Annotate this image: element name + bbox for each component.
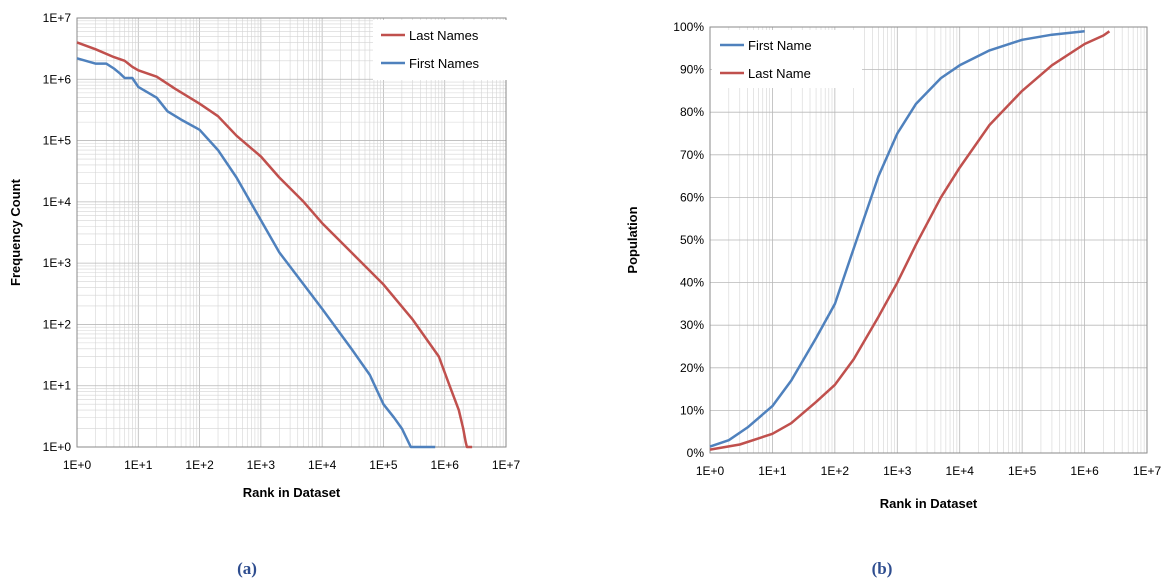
x-axis-title: Rank in Dataset bbox=[880, 496, 978, 511]
y-tick-label: 50% bbox=[680, 233, 704, 247]
x-tick-label: 1E+5 bbox=[1008, 464, 1037, 478]
series-line-first-name bbox=[709, 30, 1085, 448]
y-tick-label: 1E+4 bbox=[43, 195, 72, 209]
x-tick-label: 1E+0 bbox=[696, 464, 725, 478]
y-tick-label: 1E+7 bbox=[43, 11, 72, 25]
legend-box bbox=[373, 20, 507, 80]
legend-label-last-names: Last Names bbox=[409, 28, 479, 43]
y-axis-title: Population bbox=[625, 206, 640, 273]
caption-a: (a) bbox=[237, 559, 257, 578]
y-tick-label: 1E+5 bbox=[43, 134, 72, 148]
y-tick-label: 10% bbox=[680, 403, 704, 417]
x-tick-label: 1E+3 bbox=[247, 458, 276, 472]
y-tick-label: 80% bbox=[680, 105, 704, 119]
x-tick-label: 1E+6 bbox=[1070, 464, 1099, 478]
y-tick-label: 60% bbox=[680, 190, 704, 204]
y-tick-label: 1E+3 bbox=[43, 256, 72, 270]
chart-a: 1E+0 1E+1 1E+2 1E+3 1E+4 1E+5 1E+6 1E+7 1E+0 1E+1… bbox=[8, 11, 521, 500]
legend-box bbox=[712, 30, 862, 88]
y-axis-title: Frequency Count bbox=[8, 178, 23, 286]
x-tick-label: 1E+7 bbox=[1133, 464, 1162, 478]
series-line-first-names bbox=[76, 57, 436, 449]
y-tick-label: 1E+2 bbox=[43, 317, 72, 331]
x-axis-title: Rank in Dataset bbox=[243, 485, 341, 500]
legend-label-first-name: First Name bbox=[748, 38, 812, 53]
chart-b: 1E+0 1E+1 1E+2 1E+3 1E+4 1E+5 1E+6 1E+7 0% 10% 20%… bbox=[625, 20, 1162, 511]
x-tick-label: 1E+1 bbox=[758, 464, 787, 478]
plot-frame bbox=[76, 17, 507, 448]
y-tick-label: 100% bbox=[673, 20, 704, 34]
x-tick-label: 1E+4 bbox=[308, 458, 337, 472]
x-tick-label: 1E+4 bbox=[946, 464, 975, 478]
x-tick-label: 1E+2 bbox=[821, 464, 850, 478]
x-tick-label: 1E+5 bbox=[369, 458, 398, 472]
y-tick-label: 70% bbox=[680, 148, 704, 162]
x-tick-label: 1E+7 bbox=[492, 458, 521, 472]
y-tick-label: 40% bbox=[680, 276, 704, 290]
plot-frame bbox=[709, 26, 1148, 454]
y-tick-label: 0% bbox=[687, 446, 705, 460]
series-line-last-names bbox=[76, 41, 473, 449]
x-tick-label: 1E+1 bbox=[124, 458, 153, 472]
y-tick-label: 1E+1 bbox=[43, 379, 72, 393]
series-line-last-name bbox=[709, 30, 1111, 451]
x-tick-label: 1E+6 bbox=[431, 458, 460, 472]
y-tick-label: 20% bbox=[680, 361, 704, 375]
x-tick-label: 1E+0 bbox=[63, 458, 92, 472]
y-tick-label: 1E+0 bbox=[43, 440, 72, 454]
x-tick-label: 1E+3 bbox=[883, 464, 912, 478]
y-tick-label: 1E+6 bbox=[43, 72, 72, 86]
x-tick-label: 1E+2 bbox=[185, 458, 214, 472]
legend-label-last-name: Last Name bbox=[748, 66, 811, 81]
y-tick-label: 30% bbox=[680, 318, 704, 332]
caption-b: (b) bbox=[872, 559, 893, 578]
y-tick-label: 90% bbox=[680, 63, 704, 77]
legend-label-first-names: First Names bbox=[409, 56, 480, 71]
